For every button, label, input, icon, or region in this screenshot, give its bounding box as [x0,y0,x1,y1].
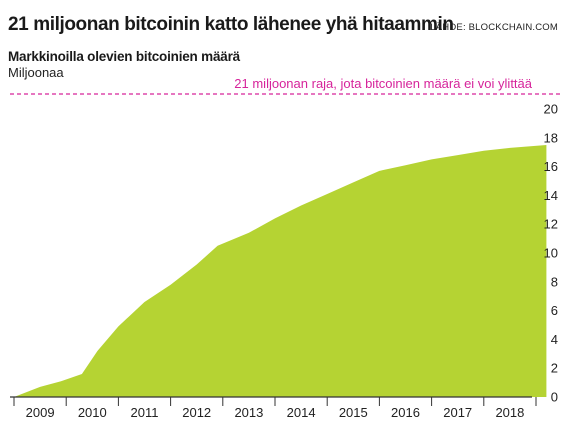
x-tick-label: 2015 [339,405,368,420]
y-tick-label: 4 [551,332,558,347]
x-tick-label: 2010 [78,405,107,420]
x-tick-label: 2017 [443,405,472,420]
source-label: LÄHDE: BLOCKCHAIN.COM [430,22,558,33]
limit-label: 21 miljoonan raja, jota bitcoinien määrä… [234,76,532,91]
x-tick-label: 2014 [287,405,316,420]
y-tick-label: 0 [551,390,558,405]
y-tick-label: 20 [544,102,558,117]
x-tick-label: 2018 [495,405,524,420]
y-tick-label: 12 [544,217,558,232]
x-tick-label: 2009 [26,405,55,420]
y-tick-label: 6 [551,303,558,318]
area-layer [14,145,547,397]
y-tick-label: 16 [544,159,558,174]
x-tick-label: 2013 [234,405,263,420]
chart-subtitle: Markkinoilla olevien bitcoinien määrä [8,49,240,64]
y-tick-label: 14 [544,188,558,203]
chart-title: 21 miljoonan bitcoinin katto lähenee yhä… [8,14,454,35]
series-area [14,145,547,397]
y-tick-label: 10 [544,246,558,261]
x-tick-layer: 2009 2010 2011 2012 2013 2014 2015 2016 2017 2018 [13,397,537,420]
unit-label: Miljoonaa [8,65,64,80]
x-tick-label: 2016 [391,405,420,420]
y-tick-label: 18 [544,130,558,145]
limit-layer: 21 miljoonan raja, jota bitcoinien määrä… [10,76,560,95]
x-tick-label: 2011 [131,405,159,420]
y-tick-label: 2 [551,361,558,376]
x-tick-label: 2012 [182,405,211,420]
y-tick-layer: 0 2 4 6 8 10 12 14 16 18 20 [544,102,558,405]
y-tick-label: 8 [551,274,558,289]
